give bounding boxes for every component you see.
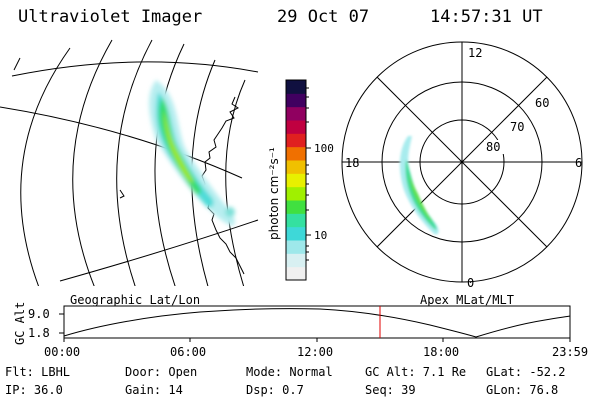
longitude-lines: [0, 57, 259, 282]
mlat-label-70: 70: [510, 120, 524, 134]
timeline-y-tick-low: 1.8: [28, 326, 50, 340]
geo-panel-label: Geographic Lat/Lon: [70, 293, 201, 307]
mlat-label-60: 60: [535, 96, 549, 110]
timeline-x-tick-4: 23:59: [552, 345, 589, 359]
colorbar-band: [286, 186, 306, 201]
colorbar-tick-100: 100: [314, 142, 334, 155]
date-label: 29 Oct 07: [277, 7, 370, 27]
colorbar-band: [286, 266, 306, 281]
colorbar-band: [286, 133, 306, 148]
seq-status: Seq: 39: [365, 383, 416, 397]
polar-panel-label: Apex MLat/MLT: [420, 293, 514, 307]
mode-status: Mode: Normal: [246, 365, 333, 379]
colorbar-band: [286, 146, 306, 161]
glon-status: GLon: 76.8: [486, 383, 559, 397]
colorbar-band: [286, 213, 306, 228]
colorbar-band: [286, 160, 306, 174]
mlt-label-0: 0: [467, 276, 474, 290]
dsp-status: Dsp: 0.7: [246, 383, 304, 397]
door-status: Door: Open: [125, 365, 198, 379]
filter-status: Flt: LBHL: [5, 365, 71, 379]
timeline-x-tick-3: 18:00: [423, 345, 460, 359]
polar-aurora: [399, 136, 439, 235]
mlt-label-6: 6: [575, 156, 582, 170]
timeline-x-tick-0: 00:00: [44, 345, 81, 359]
altitude-curve: [63, 308, 571, 338]
polar-grid: [341, 41, 583, 283]
timeline-x-tick-1: 06:00: [170, 345, 207, 359]
ip-status: IP: 36.0: [5, 383, 63, 397]
time-label: 14:57:31 UT: [430, 7, 543, 27]
altitude-timeline: GC Alt 9.0 1.8: [13, 302, 571, 345]
polar-plot: 12 18 6 0 60 70 80: [341, 41, 583, 290]
geographic-map: [0, 39, 259, 286]
mlt-label-18: 18: [345, 156, 359, 170]
colorbar-unit-label: photon cm⁻²s⁻¹: [267, 147, 281, 240]
timeline-y-label: GC Alt: [13, 302, 27, 345]
glat-status: GLat: -52.2: [486, 365, 566, 379]
colorbar: 100 10 photon cm⁻²s⁻¹: [267, 79, 334, 281]
latitude-lines: [20, 39, 246, 286]
colorbar-band: [286, 173, 306, 188]
colorbar-band: [286, 80, 306, 94]
colorbar-band: [286, 200, 306, 214]
timeline-y-tick-high: 9.0: [28, 307, 50, 321]
colorbar-band: [286, 253, 306, 268]
timeline-x-tick-2: 12:00: [297, 345, 334, 359]
colorbar-band: [286, 106, 306, 121]
gain-status: Gain: 14: [125, 383, 183, 397]
colorbar-band: [286, 240, 306, 254]
colorbar-tick-10: 10: [314, 229, 327, 242]
colorbar-band: [286, 120, 306, 134]
colorbar-band: [286, 226, 306, 241]
app-title: Ultraviolet Imager: [18, 7, 203, 27]
aurora-emission: [149, 80, 235, 226]
colorbar-band: [286, 93, 306, 108]
mlt-label-12: 12: [468, 46, 482, 60]
mlat-label-80: 80: [486, 140, 500, 154]
gc-alt-status: GC Alt: 7.1 Re: [365, 365, 467, 379]
